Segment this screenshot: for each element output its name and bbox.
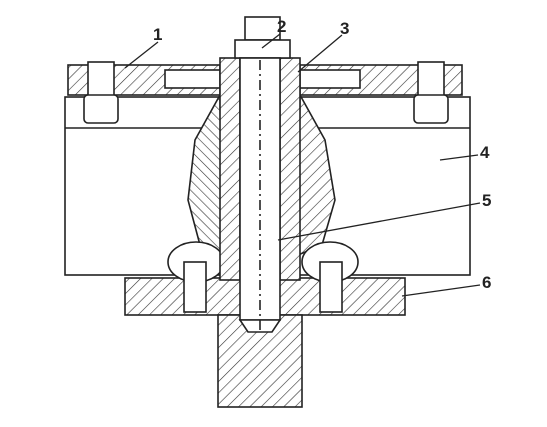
cones	[167, 91, 359, 313]
callout-label: 5	[482, 191, 491, 210]
leaders	[124, 33, 481, 297]
callout-label: 3	[340, 19, 349, 38]
callout-label: 4	[480, 143, 490, 162]
callout-label: 6	[482, 273, 491, 292]
callout-label: 1	[153, 25, 162, 44]
sleeve	[219, 57, 301, 281]
corner-bolts	[83, 61, 449, 124]
center-bolt	[234, 16, 291, 333]
callout-label: 2	[277, 17, 286, 36]
